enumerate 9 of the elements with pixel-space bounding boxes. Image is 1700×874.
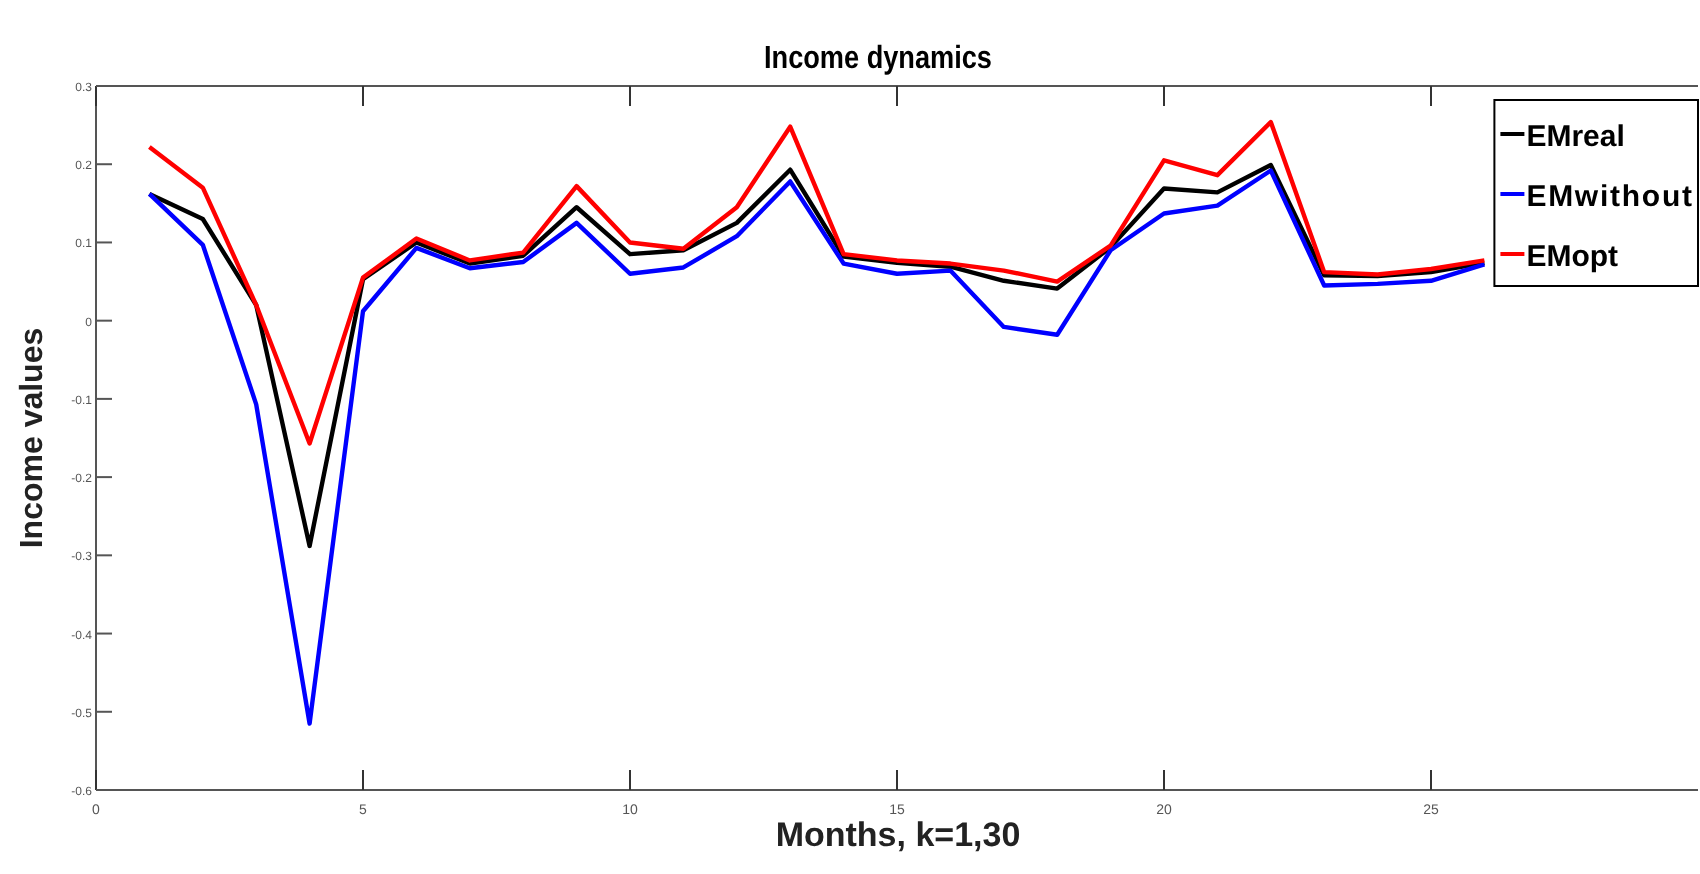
chart-title: Income dynamics [764, 42, 992, 77]
line-series [147, 162, 1487, 549]
x-axis-title: Months, k=1,30 [775, 816, 1021, 854]
legend-label: EMwithout [1526, 180, 1692, 214]
line-series [147, 168, 1487, 726]
line-series [147, 119, 1487, 446]
y-axis-title: Income values [16, 327, 50, 549]
legend-label: EMreal [1526, 120, 1625, 154]
legend-label: EMopt [1526, 240, 1619, 274]
